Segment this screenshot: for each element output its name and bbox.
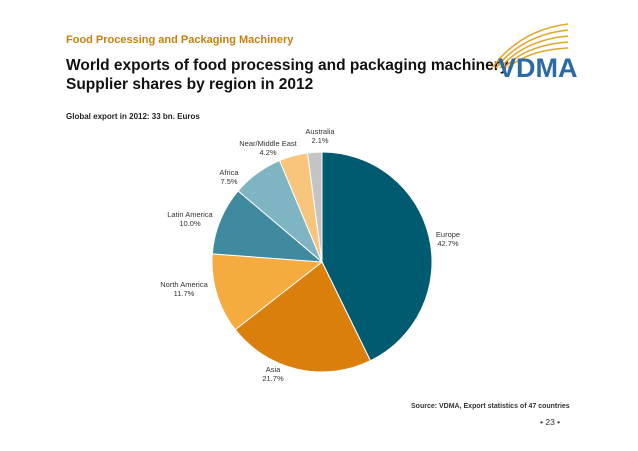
slice-label-asia: Asia — [266, 365, 281, 374]
slice-label-latin-america: Latin America — [167, 210, 213, 219]
slice-label-near-middle-east: Near/Middle East — [239, 139, 297, 148]
slice-value-europe: 42.7% — [437, 239, 459, 248]
slice-value-australia: 2.1% — [311, 136, 328, 145]
pie-slice-north-america — [211, 253, 324, 331]
slice-label-australia: Australia — [305, 127, 335, 136]
slice-label-africa: Africa — [219, 168, 239, 177]
pie-slice-asia — [234, 261, 372, 373]
source-note: Source: VDMA, Export statistics of 47 co… — [411, 403, 570, 410]
slice-label-north-america: North America — [160, 280, 208, 289]
slice-label-europe: Europe — [436, 230, 460, 239]
vdma-logo: VDMA — [491, 23, 578, 83]
slice-value-latin-america: 10.0% — [179, 219, 201, 228]
slice-value-asia: 21.7% — [262, 374, 284, 383]
pie-slice-europe — [321, 151, 433, 362]
global-export-note: Global export in 2012: 33 bn. Euros — [66, 112, 200, 121]
pie-slice-australia — [306, 151, 323, 263]
slice-value-africa: 7.5% — [220, 177, 237, 186]
chart-title: World exports of food processing and pac… — [66, 56, 508, 94]
title-line-1: World exports of food processing and pac… — [66, 57, 509, 74]
pie-slices — [211, 151, 433, 373]
slice-value-near-middle-east: 4.2% — [259, 148, 276, 157]
vdma-arc-logo-icon — [491, 23, 569, 69]
kicker-heading: Food Processing and Packaging Machinery — [66, 34, 294, 46]
slice-value-north-america: 11.7% — [174, 289, 195, 298]
vdma-logo-text: VDMA — [498, 53, 578, 83]
page-number: • 23 • — [540, 417, 561, 427]
title-line-2: Supplier shares by region in 2012 — [66, 76, 314, 93]
